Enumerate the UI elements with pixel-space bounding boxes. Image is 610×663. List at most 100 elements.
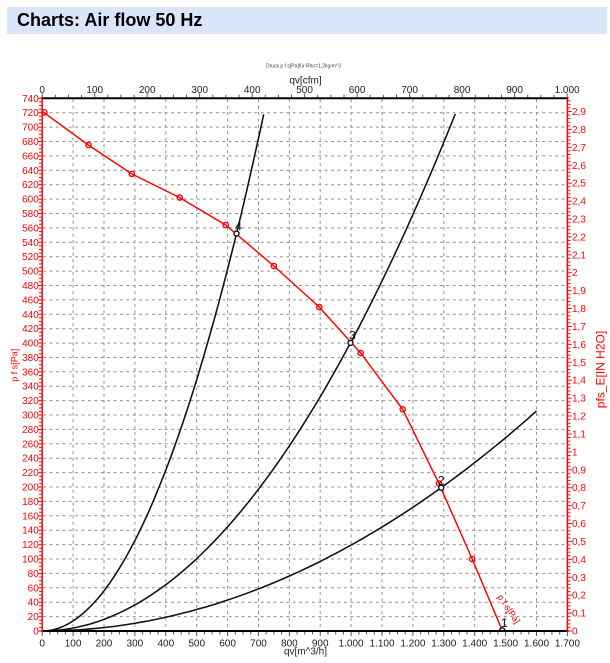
svg-text:1,1: 1,1 [572, 430, 586, 441]
svg-text:640: 640 [22, 166, 39, 177]
svg-text:540: 540 [22, 238, 39, 249]
svg-text:100: 100 [65, 639, 82, 650]
svg-text:100: 100 [86, 85, 103, 96]
svg-text:1,9: 1,9 [572, 286, 586, 297]
svg-text:0,8: 0,8 [572, 483, 586, 494]
svg-text:0: 0 [572, 627, 578, 638]
svg-text:460: 460 [22, 295, 39, 306]
svg-text:1.400: 1.400 [462, 639, 487, 650]
svg-text:2,5: 2,5 [572, 179, 586, 190]
svg-text:120: 120 [22, 540, 39, 551]
svg-text:420: 420 [22, 324, 39, 335]
svg-text:1.600: 1.600 [524, 639, 549, 650]
svg-text:520: 520 [22, 252, 39, 263]
svg-text:0,3: 0,3 [572, 573, 586, 584]
svg-text:20: 20 [28, 612, 40, 623]
svg-text:0,6: 0,6 [572, 519, 586, 530]
svg-text:400: 400 [157, 639, 174, 650]
svg-text:360: 360 [22, 367, 39, 378]
svg-text:1.300: 1.300 [431, 639, 456, 650]
svg-text:320: 320 [22, 396, 39, 407]
svg-text:260: 260 [22, 439, 39, 450]
svg-text:560: 560 [22, 223, 39, 234]
svg-text:400: 400 [244, 85, 261, 96]
svg-text:qv[m^3/h]: qv[m^3/h] [284, 647, 327, 658]
svg-text:720: 720 [22, 108, 39, 119]
svg-text:1,7: 1,7 [572, 322, 586, 333]
svg-text:80: 80 [28, 569, 40, 580]
svg-text:280: 280 [22, 425, 39, 436]
svg-text:500: 500 [296, 85, 313, 96]
svg-text:380: 380 [22, 353, 39, 364]
svg-text:40: 40 [28, 598, 40, 609]
svg-text:600: 600 [219, 639, 236, 650]
svg-text:500: 500 [22, 267, 39, 278]
svg-text:200: 200 [22, 483, 39, 494]
svg-text:0,4: 0,4 [572, 555, 586, 566]
svg-text:0: 0 [33, 627, 39, 638]
svg-text:2,2: 2,2 [572, 232, 586, 243]
svg-text:1.100: 1.100 [369, 639, 394, 650]
svg-text:1,3: 1,3 [572, 394, 586, 405]
svg-text:200: 200 [96, 639, 113, 650]
svg-text:900: 900 [506, 85, 523, 96]
svg-text:660: 660 [22, 151, 39, 162]
svg-text:740: 740 [22, 94, 39, 105]
svg-text:0,9: 0,9 [572, 465, 586, 476]
svg-text:100: 100 [22, 555, 39, 566]
svg-text:600: 600 [349, 85, 366, 96]
svg-text:2: 2 [572, 268, 578, 279]
svg-text:1,4: 1,4 [572, 376, 586, 387]
svg-text:4: 4 [235, 219, 242, 233]
svg-text:0: 0 [39, 85, 45, 96]
svg-text:300: 300 [191, 85, 208, 96]
svg-text:200: 200 [139, 85, 156, 96]
svg-text:0,7: 0,7 [572, 501, 586, 512]
svg-text:800: 800 [281, 639, 298, 650]
svg-text:600: 600 [22, 195, 39, 206]
svg-text:2,4: 2,4 [572, 197, 586, 208]
svg-text:440: 440 [22, 310, 39, 321]
svg-text:2,8: 2,8 [572, 125, 586, 136]
svg-text:800: 800 [454, 85, 471, 96]
svg-text:500: 500 [188, 639, 205, 650]
svg-text:140: 140 [22, 526, 39, 537]
svg-text:1,5: 1,5 [572, 358, 586, 369]
svg-text:0,2: 0,2 [572, 591, 586, 602]
svg-text:Druck p f s[Pa]für Rho=1,2kg/m: Druck p f s[Pa]für Rho=1,2kg/m^3 [266, 64, 341, 70]
svg-text:2: 2 [438, 474, 445, 488]
svg-text:1.000: 1.000 [339, 639, 364, 650]
svg-text:700: 700 [401, 85, 418, 96]
svg-text:900: 900 [312, 639, 329, 650]
svg-text:pfs_E[IN H2O]: pfs_E[IN H2O] [594, 331, 608, 408]
svg-text:p f s[Pa]: p f s[Pa] [495, 593, 522, 626]
svg-text:620: 620 [22, 180, 39, 191]
svg-text:2,9: 2,9 [572, 107, 586, 118]
svg-text:300: 300 [127, 639, 144, 650]
svg-text:700: 700 [22, 123, 39, 134]
svg-text:240: 240 [22, 454, 39, 465]
svg-text:1: 1 [572, 447, 578, 458]
svg-text:480: 480 [22, 281, 39, 292]
svg-text:300: 300 [22, 411, 39, 422]
svg-text:1.000: 1.000 [555, 85, 580, 96]
svg-text:1,8: 1,8 [572, 304, 586, 315]
svg-text:2,3: 2,3 [572, 215, 586, 226]
svg-text:3: 3 [349, 329, 356, 343]
svg-text:1.700: 1.700 [555, 639, 580, 650]
svg-text:0: 0 [39, 639, 45, 650]
svg-text:1: 1 [501, 616, 508, 630]
svg-text:60: 60 [28, 583, 40, 594]
svg-text:580: 580 [22, 209, 39, 220]
svg-text:680: 680 [22, 137, 39, 148]
svg-text:0,5: 0,5 [572, 537, 586, 548]
svg-text:qv[cfm]: qv[cfm] [289, 75, 321, 86]
svg-text:1,2: 1,2 [572, 412, 586, 423]
svg-text:220: 220 [22, 468, 39, 479]
svg-text:2,1: 2,1 [572, 250, 586, 261]
svg-text:p f s[Pa]: p f s[Pa] [10, 349, 20, 382]
svg-text:180: 180 [22, 497, 39, 508]
svg-text:160: 160 [22, 511, 39, 522]
svg-text:1,6: 1,6 [572, 340, 586, 351]
svg-text:2,7: 2,7 [572, 143, 586, 154]
